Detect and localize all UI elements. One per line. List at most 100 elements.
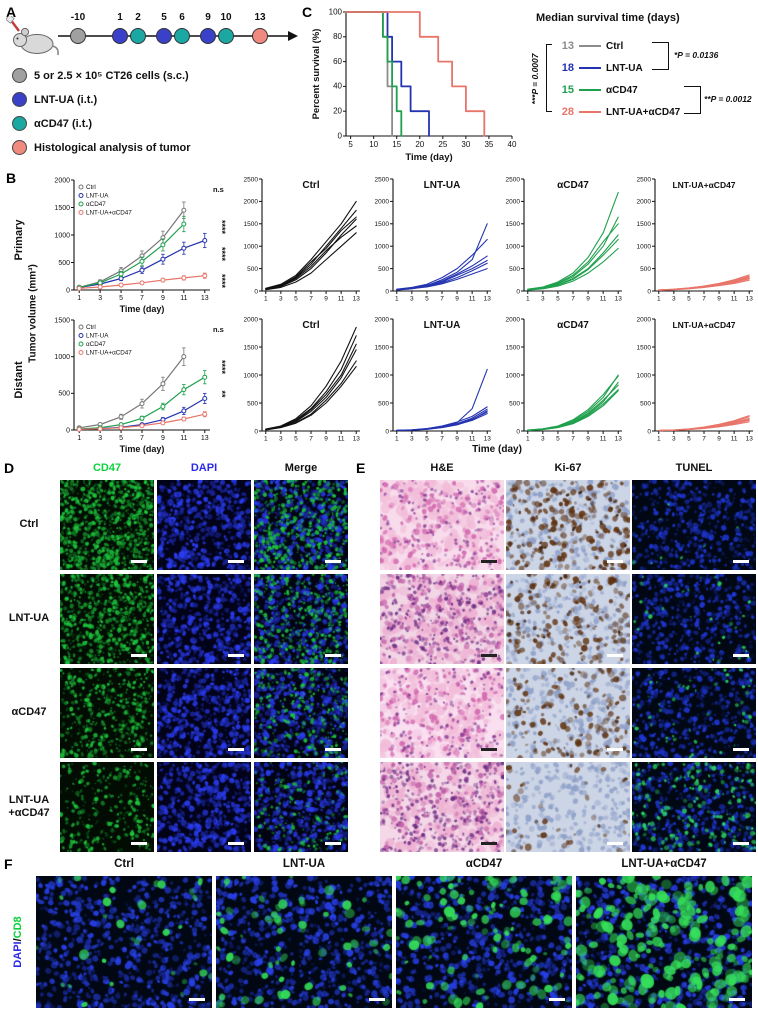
- svg-text:20: 20: [333, 107, 342, 116]
- column-header-f-lntua: LNT-UA: [282, 858, 326, 870]
- micrograph-canvas: [380, 480, 504, 570]
- scale-bar: [131, 654, 147, 657]
- timeline-dose-circle: [70, 28, 86, 44]
- row-label-combo: LNT-UA +αCD47: [8, 794, 50, 819]
- svg-text:1000: 1000: [506, 372, 521, 379]
- histology-grid: [356, 460, 758, 858]
- scale-bar: [325, 748, 341, 751]
- micrograph-canvas: [380, 574, 504, 664]
- svg-text:LNT-UA+αCD47: LNT-UA+αCD47: [672, 180, 735, 190]
- svg-text:3: 3: [98, 435, 102, 442]
- svg-text:1000: 1000: [244, 372, 259, 379]
- svg-text:1500: 1500: [244, 221, 259, 228]
- svg-text:7: 7: [140, 295, 144, 302]
- timeline-day-label: 10: [220, 12, 232, 23]
- svg-text:80: 80: [333, 32, 342, 41]
- svg-text:9: 9: [455, 296, 459, 303]
- svg-text:LNT-UA: LNT-UA: [86, 333, 109, 340]
- svg-text:500: 500: [247, 400, 258, 407]
- svg-text:2500: 2500: [637, 176, 652, 183]
- svg-text:1000: 1000: [54, 354, 70, 361]
- panel-e-micrograph-e_ki_acd47-r2: [506, 668, 630, 758]
- panel-d-micrograph-d_merge_mh-r1: [254, 574, 348, 664]
- svg-text:****: ****: [217, 220, 227, 235]
- svg-text:13: 13: [746, 436, 754, 443]
- panel-a: A -10 1 2 5 6 9 10 13 5 or 2.5 × 10⁵ CT26 cells…: [2, 2, 302, 166]
- group-name: Ctrl: [606, 40, 624, 52]
- panel-d-micrograph-d_merge_hi-r0: [254, 480, 348, 570]
- svg-text:LNT-UA: LNT-UA: [86, 193, 109, 200]
- svg-text:0: 0: [516, 428, 520, 435]
- column-header-ki67: Ki-67: [554, 462, 582, 474]
- panel-d-micrograph-d_cd47_mh-r1: [60, 574, 154, 664]
- svg-text:500: 500: [58, 391, 70, 398]
- svg-text:5: 5: [294, 436, 298, 443]
- svg-text:5: 5: [556, 296, 560, 303]
- svg-text:0: 0: [647, 288, 651, 295]
- svg-text:1: 1: [77, 295, 81, 302]
- svg-text:0: 0: [254, 428, 258, 435]
- svg-text:1000: 1000: [506, 244, 521, 251]
- svg-text:1500: 1500: [54, 317, 70, 324]
- svg-text:7: 7: [702, 436, 706, 443]
- svg-text:7: 7: [571, 436, 575, 443]
- svg-text:αCD47: αCD47: [86, 341, 106, 348]
- panel-c: C 0 20 40 60 80 100 5 10 15 20 25 30 35 40 Time (day) P…: [302, 2, 758, 166]
- svg-text:13: 13: [615, 436, 623, 443]
- svg-text:1: 1: [395, 296, 399, 303]
- median-survival-title: Median survival time (days): [536, 12, 680, 24]
- panel-f-micrograph-f_combo-r0: [576, 876, 752, 1008]
- svg-text:7: 7: [440, 436, 444, 443]
- svg-text:3: 3: [672, 436, 676, 443]
- panel-e-micrograph-e_tu_lnt-r1: [632, 574, 756, 664]
- timeline-dose-circle: [174, 28, 190, 44]
- group-row-combo: 28 LNT-UA+αCD47: [554, 102, 680, 122]
- legend-item-ct26: 5 or 2.5 × 10⁵ CT26 cells (s.c.): [12, 68, 189, 83]
- legend-item-lntua: LNT-UA (i.t.): [12, 92, 97, 107]
- svg-text:5: 5: [556, 436, 560, 443]
- svg-text:20: 20: [415, 140, 424, 149]
- cd8-staining-grid: [2, 856, 758, 1016]
- micrograph-canvas: [380, 762, 504, 852]
- svg-text:500: 500: [640, 400, 651, 407]
- scale-bar: [607, 654, 623, 657]
- timeline-dose-circle: [252, 28, 268, 44]
- immunofluorescence-grid: [2, 460, 354, 858]
- line-sample: [579, 66, 601, 70]
- group-name: LNT-UA: [606, 62, 643, 74]
- panel-e-micrograph-e_he_ctrl-r0: [380, 480, 504, 570]
- svg-text:Percent survival (%): Percent survival (%): [311, 29, 322, 120]
- svg-text:11: 11: [338, 296, 345, 303]
- micrograph-canvas: [157, 574, 251, 664]
- scale-bar: [228, 560, 244, 563]
- svg-text:n.s: n.s: [213, 325, 224, 334]
- svg-text:LNT-UA: LNT-UA: [424, 180, 461, 191]
- timeline-day-label: -10: [71, 12, 86, 23]
- svg-text:5: 5: [348, 140, 353, 149]
- svg-text:2000: 2000: [375, 199, 390, 206]
- svg-text:40: 40: [333, 82, 342, 91]
- panel-b: B Primary Distant Tumor volume (mm³) 0 50…: [0, 168, 758, 460]
- svg-text:500: 500: [378, 400, 389, 407]
- p-value-top: *P = 0.0136: [674, 50, 719, 60]
- svg-text:9: 9: [717, 436, 721, 443]
- median-value: 15: [561, 84, 574, 96]
- svg-text:11: 11: [338, 436, 345, 443]
- svg-text:3: 3: [98, 295, 102, 302]
- svg-text:**: **: [217, 390, 227, 398]
- row-label-primary: Primary: [13, 219, 25, 261]
- svg-text:9: 9: [717, 296, 721, 303]
- scale-bar: [607, 560, 623, 563]
- svg-text:0: 0: [66, 427, 70, 434]
- svg-text:13: 13: [353, 296, 361, 303]
- line-sample: [579, 44, 601, 48]
- group-row-acd47: 15 αCD47: [554, 80, 638, 100]
- scale-bar: [733, 842, 749, 845]
- panel-e-micrograph-e_he_lnt-r1: [380, 574, 504, 664]
- svg-text:9: 9: [586, 436, 590, 443]
- micrograph-canvas: [254, 762, 348, 852]
- row-label-ctrl: Ctrl: [19, 518, 39, 530]
